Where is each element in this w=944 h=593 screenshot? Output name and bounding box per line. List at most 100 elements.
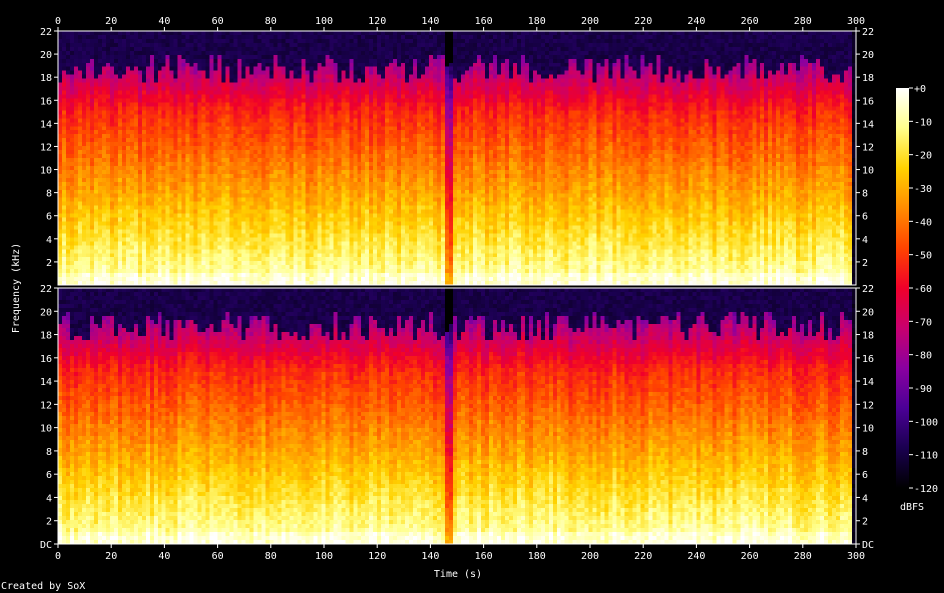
y-tick-label: 14 — [40, 119, 52, 130]
colorbar-label: dBFS — [900, 502, 924, 513]
y-tick-label: 22 — [862, 284, 874, 295]
y-tick-label: 8 — [46, 447, 52, 458]
x-tick-label: 40 — [158, 551, 170, 562]
x-tick-label: 240 — [687, 16, 705, 27]
y-tick-label: 14 — [862, 119, 874, 130]
x-tick-label: 60 — [212, 551, 224, 562]
x-tick-label: 220 — [634, 16, 652, 27]
colorbar-tick-label: -120 — [914, 484, 938, 495]
y-tick-label: 10 — [40, 166, 52, 177]
x-tick-label: 260 — [741, 16, 759, 27]
x-tick-label: 220 — [634, 551, 652, 562]
colorbar — [896, 88, 909, 488]
x-tick-label: 200 — [581, 16, 599, 27]
y-axis-label: Frequency (kHz) — [11, 243, 22, 333]
y-tick-label: 16 — [862, 96, 874, 107]
y-tick-label: 2 — [46, 258, 52, 269]
y-tick-label: 4 — [46, 235, 52, 246]
y-tick-label: 18 — [40, 73, 52, 84]
channel-1-spectrogram — [58, 31, 857, 286]
y-tick-label: 6 — [862, 212, 868, 223]
x-tick-label: 240 — [687, 551, 705, 562]
y-tick-label: 4 — [862, 235, 868, 246]
y-tick-label: 16 — [862, 354, 874, 365]
channel-2-spectrogram — [58, 288, 857, 545]
colorbar-ticks: +0 -10 -20 -30 -40 -50 -60 -70 -80 -90 -100 -110 -12… — [909, 84, 938, 495]
y-tick-label: DC — [40, 540, 52, 551]
y-tick-label: 18 — [862, 331, 874, 342]
x-tick-label: 60 — [212, 16, 224, 27]
y-tick-label: 10 — [862, 166, 874, 177]
y-tick-label: 2 — [862, 258, 868, 269]
x-axis-label: Time (s) — [434, 569, 482, 580]
y-tick-label: 16 — [40, 354, 52, 365]
y-tick-label: 18 — [862, 73, 874, 84]
y-tick-label: 20 — [40, 50, 52, 61]
colorbar-tick-label: -30 — [914, 184, 932, 195]
x-tick-label: 0 — [55, 551, 61, 562]
y-tick-label: 6 — [862, 470, 868, 481]
y-tick-label: 12 — [40, 400, 52, 411]
y-tick-label: 20 — [40, 307, 52, 318]
colorbar-tick-label: -70 — [914, 317, 932, 328]
y-tick-label: 14 — [862, 377, 874, 388]
y-tick-label: 18 — [40, 331, 52, 342]
y-tick-label: 8 — [46, 189, 52, 200]
y-tick-label: 2 — [46, 517, 52, 528]
y-tick-label: 10 — [862, 424, 874, 435]
x-tick-label: 120 — [368, 16, 386, 27]
x-tick-label: 140 — [421, 16, 439, 27]
y-tick-label: 20 — [862, 50, 874, 61]
x-tick-label: 120 — [368, 551, 386, 562]
y-tick-label: 4 — [46, 493, 52, 504]
x-tick-label: 200 — [581, 551, 599, 562]
y-tick-label: 22 — [40, 27, 52, 38]
y-tick-label: 2 — [862, 517, 868, 528]
x-tick-label: 0 — [55, 16, 61, 27]
y-tick-label: 22 — [862, 27, 874, 38]
colorbar-tick-label: -110 — [914, 451, 938, 462]
y-tick-label: 6 — [46, 212, 52, 223]
x-tick-label: 180 — [528, 16, 546, 27]
x-tick-label: 180 — [528, 551, 546, 562]
y-tick-label: 6 — [46, 470, 52, 481]
colorbar-tick-label: -20 — [914, 151, 932, 162]
x-tick-label: 160 — [475, 16, 493, 27]
y-tick-label: 12 — [40, 142, 52, 153]
colorbar-tick-label: -100 — [914, 417, 938, 428]
colorbar-tick-label: -10 — [914, 117, 932, 128]
x-tick-label: 80 — [265, 16, 277, 27]
x-tick-label: 280 — [794, 16, 812, 27]
x-tick-label: 100 — [315, 16, 333, 27]
x-tick-label: 20 — [105, 16, 117, 27]
y-tick-label: DC — [862, 540, 874, 551]
y-tick-label: 8 — [862, 447, 868, 458]
y-tick-label: 22 — [40, 284, 52, 295]
x-tick-label: 280 — [794, 551, 812, 562]
y-tick-label: 8 — [862, 189, 868, 200]
x-tick-label: 140 — [421, 551, 439, 562]
colorbar-tick-label: +0 — [914, 84, 926, 95]
y-tick-label: 12 — [862, 400, 874, 411]
x-tick-label: 80 — [265, 551, 277, 562]
colorbar-tick-label: -60 — [914, 284, 932, 295]
x-tick-label: 300 — [847, 551, 865, 562]
colorbar-tick-label: -80 — [914, 351, 932, 362]
y-tick-label: 12 — [862, 142, 874, 153]
y-tick-label: 4 — [862, 493, 868, 504]
y-tick-label: 16 — [40, 96, 52, 107]
colorbar-tick-label: -40 — [914, 217, 932, 228]
y-tick-label: 14 — [40, 377, 52, 388]
x-tick-label: 20 — [105, 551, 117, 562]
colorbar-tick-label: -90 — [914, 384, 932, 395]
x-tick-label: 300 — [847, 16, 865, 27]
y-tick-label: 10 — [40, 424, 52, 435]
colorbar-tick-label: -50 — [914, 251, 932, 262]
x-tick-label: 160 — [475, 551, 493, 562]
footer-credit: Created by SoX — [1, 581, 85, 592]
y-tick-label: 20 — [862, 307, 874, 318]
x-tick-label: 100 — [315, 551, 333, 562]
x-tick-label: 40 — [158, 16, 170, 27]
x-tick-label: 260 — [741, 551, 759, 562]
